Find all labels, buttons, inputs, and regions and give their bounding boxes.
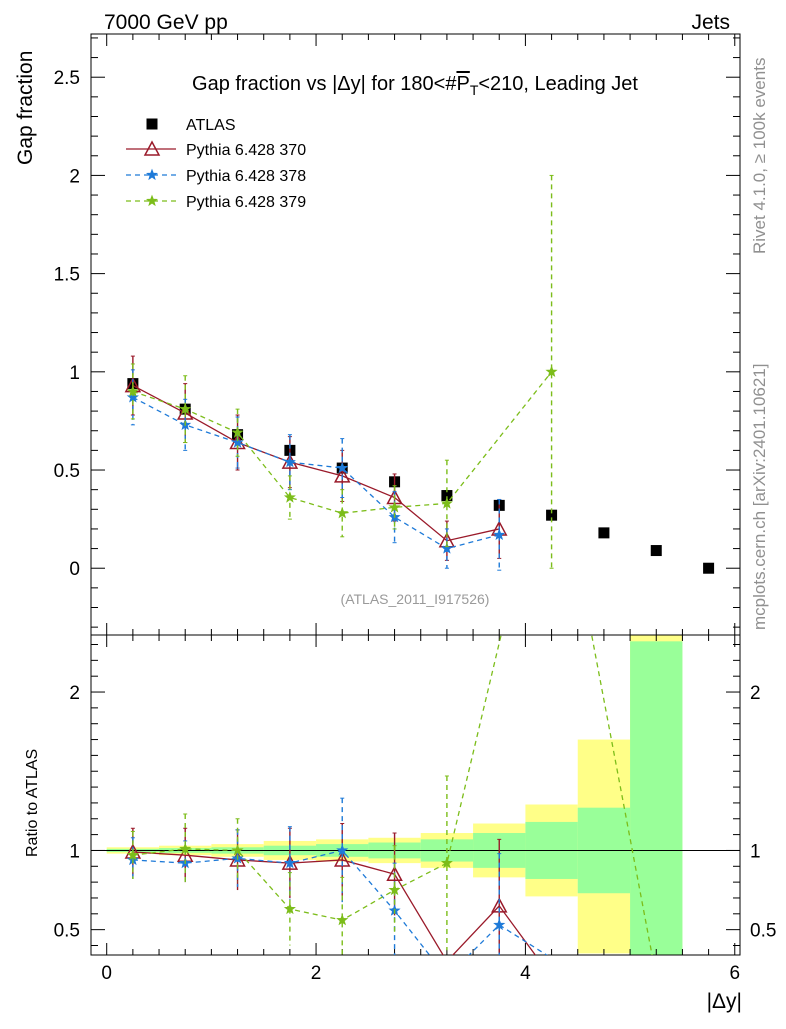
data-point: [388, 500, 401, 513]
series-3: [126, 174, 558, 569]
legend-label-pythia-379: Pythia 6.428 379: [186, 194, 306, 211]
header-energy: 7000 GeV pp: [104, 11, 228, 34]
legend-label-pythia-370: Pythia 6.428 370: [186, 142, 306, 159]
ratio-y-tick-label: 2: [69, 683, 80, 704]
data-point: [598, 527, 610, 539]
legend-marker-0: [146, 118, 158, 130]
ratio-data-point: [493, 918, 506, 931]
main-plot-data: [124, 174, 715, 574]
y-axis-label: Gap fraction: [14, 51, 37, 165]
ratio-data-point: [283, 902, 296, 915]
rivet-version-label: Rivet 4.1.0, ≥ 100k events: [750, 57, 769, 254]
data-point: [493, 528, 506, 541]
data-point: [336, 461, 349, 474]
data-point: [231, 436, 244, 448]
plot-title: Gap fraction vs |Δy| for 180<#PT<210, Le…: [192, 73, 638, 98]
ratio-y-tick-label: 1: [69, 841, 80, 862]
y-tick-label: 1: [69, 363, 80, 384]
y-tick-label: 2.5: [54, 68, 80, 89]
ratio-data-point: [388, 883, 401, 896]
analysis-watermark: (ATLAS_2011_I917526): [341, 591, 490, 607]
data-point: [283, 455, 296, 468]
x-tick-label: 2: [311, 963, 322, 984]
ratio-y-tick-label: 0.5: [54, 921, 80, 942]
legend-marker-2: [145, 168, 159, 181]
ratio-y-tick-label-right: 2: [750, 683, 761, 704]
x-tick-label: 4: [520, 963, 531, 984]
data-point: [545, 365, 558, 378]
ratio-y-axis-label: Ratio to ATLAS: [24, 749, 41, 857]
ratio-series-2: [126, 635, 653, 955]
ratio-plot-frame: [90, 634, 741, 956]
data-point: [441, 490, 453, 502]
legend-label-pythia-378: Pythia 6.428 378: [186, 168, 306, 185]
data-point: [283, 491, 296, 503]
y-tick-label: 0.5: [54, 461, 80, 482]
series-line: [132, 396, 500, 550]
ratio-uncertainty-bands: [91, 635, 740, 955]
data-point: [650, 545, 662, 557]
series-1: [124, 355, 508, 561]
ratio-data-point: [283, 856, 296, 869]
data-point: [333, 467, 351, 483]
series-line: [132, 384, 500, 542]
header-observable: Jets: [691, 11, 730, 34]
mcplots-label: mcplots.cern.ch [arXiv:2401.10621]: [750, 363, 769, 630]
data-point: [546, 509, 558, 521]
data-point: [179, 402, 192, 415]
data-point: [126, 390, 139, 403]
y-tick-label: 2: [69, 166, 80, 187]
y-tick-label: 1.5: [54, 265, 80, 286]
x-tick-label: 0: [101, 963, 112, 984]
data-point: [336, 506, 349, 519]
ratio-data-point: [336, 913, 349, 926]
data-point: [703, 562, 715, 574]
green-band-bin-10: [630, 641, 683, 955]
series-0: [127, 378, 715, 574]
data-point: [440, 542, 453, 554]
data-point: [440, 497, 453, 509]
data-point: [126, 385, 139, 397]
x-axis-label: |Δy|: [707, 990, 742, 1013]
ratio-data-point: [179, 842, 192, 854]
ratio-data-point: [231, 844, 244, 856]
legend: ATLAS Pythia 6.428 370 Pythia 6.428 378 …: [126, 117, 306, 211]
x-tick-label: 6: [729, 963, 740, 984]
legend-label-atlas: ATLAS: [186, 117, 236, 134]
ratio-data-point: [440, 856, 453, 869]
legend-marker-1: [143, 140, 161, 156]
ratio-plot-data: [124, 635, 653, 955]
axis-ticks: 0 0.5 1 1.5 2 2.5 0.5 0.5 1 1 2 2 0 2 4 6: [54, 34, 776, 984]
ratio-y-tick-label-right: 0.5: [750, 921, 776, 942]
ratio-data-point: [386, 865, 403, 881]
legend-marker-3: [145, 194, 159, 207]
ratio-y-tick-label-right: 1: [750, 841, 761, 862]
ratio-data-point: [126, 848, 139, 861]
data-point: [231, 426, 244, 438]
y-tick-label: 0: [69, 559, 80, 580]
series-line: [132, 371, 553, 514]
ratio-data-point: [336, 844, 349, 856]
